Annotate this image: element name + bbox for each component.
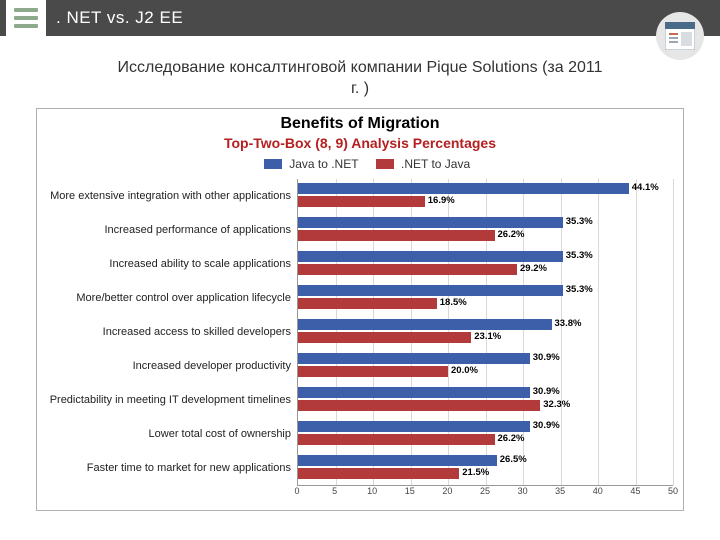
category-label: More extensive integration with other ap… bbox=[47, 179, 297, 213]
bar-value: 20.0% bbox=[448, 365, 478, 376]
bar-net-to-java: 26.2% bbox=[298, 230, 495, 241]
bar-net-to-java: 32.3% bbox=[298, 400, 540, 411]
top-bar: . NET vs. J2 EE bbox=[0, 0, 720, 36]
bar-net-to-java: 18.5% bbox=[298, 298, 437, 309]
bar-row: 30.9%26.2% bbox=[298, 417, 673, 451]
bar-net-to-java: 26.2% bbox=[298, 434, 495, 445]
bar-java-to-net: 30.9% bbox=[298, 387, 530, 398]
legend-label-0: Java to .NET bbox=[289, 157, 358, 171]
bar-value: 35.3% bbox=[563, 216, 593, 227]
bar-net-to-java: 29.2% bbox=[298, 264, 517, 275]
x-tick: 35 bbox=[555, 486, 565, 496]
chart-area: More extensive integration with other ap… bbox=[47, 179, 673, 486]
bar-row: 44.1%16.9% bbox=[298, 179, 673, 213]
x-tick: 45 bbox=[630, 486, 640, 496]
y-axis-labels: More extensive integration with other ap… bbox=[47, 179, 297, 486]
bar-value: 35.3% bbox=[563, 284, 593, 295]
bar-value: 32.3% bbox=[540, 399, 570, 410]
bar-row: 30.9%20.0% bbox=[298, 349, 673, 383]
chart-title: Benefits of Migration bbox=[47, 115, 673, 133]
x-tick: 0 bbox=[294, 486, 299, 496]
bar-value: 30.9% bbox=[530, 386, 560, 397]
bar-net-to-java: 23.1% bbox=[298, 332, 471, 343]
legend-swatch-1 bbox=[376, 159, 394, 169]
page-title: . NET vs. J2 EE bbox=[56, 8, 183, 28]
bar-java-to-net: 35.3% bbox=[298, 217, 563, 228]
bar-row: 33.8%23.1% bbox=[298, 315, 673, 349]
legend-label-1: .NET to Java bbox=[401, 157, 470, 171]
bar-value: 26.2% bbox=[495, 433, 525, 444]
bar-value: 16.9% bbox=[425, 195, 455, 206]
plot-area: 44.1%16.9%35.3%26.2%35.3%29.2%35.3%18.5%… bbox=[297, 179, 673, 486]
bar-java-to-net: 33.8% bbox=[298, 319, 552, 330]
chart-subtitle: Top-Two-Box (8, 9) Analysis Percentages bbox=[47, 135, 673, 151]
bar-row: 26.5%21.5% bbox=[298, 451, 673, 485]
x-tick: 20 bbox=[442, 486, 452, 496]
bar-java-to-net: 30.9% bbox=[298, 421, 530, 432]
x-tick: 10 bbox=[367, 486, 377, 496]
bar-java-to-net: 44.1% bbox=[298, 183, 629, 194]
bar-row: 35.3%29.2% bbox=[298, 247, 673, 281]
category-label: Increased ability to scale applications bbox=[47, 247, 297, 281]
bar-java-to-net: 35.3% bbox=[298, 251, 563, 262]
category-label: Predictability in meeting IT development… bbox=[47, 383, 297, 417]
category-label: Lower total cost of ownership bbox=[47, 417, 297, 451]
bar-value: 23.1% bbox=[471, 331, 501, 342]
subtitle: Исследование консалтинговой компании Piq… bbox=[30, 58, 690, 100]
category-label: Increased access to skilled developers bbox=[47, 315, 297, 349]
category-label: Faster time to market for new applicatio… bbox=[47, 451, 297, 485]
bar-row: 35.3%18.5% bbox=[298, 281, 673, 315]
bar-java-to-net: 30.9% bbox=[298, 353, 530, 364]
bar-value: 26.5% bbox=[497, 454, 527, 465]
chart-container: Benefits of Migration Top-Two-Box (8, 9)… bbox=[36, 108, 684, 511]
bar-value: 44.1% bbox=[629, 182, 659, 193]
category-label: More/better control over application lif… bbox=[47, 281, 297, 315]
legend-swatch-0 bbox=[264, 159, 282, 169]
bar-net-to-java: 16.9% bbox=[298, 196, 425, 207]
x-tick: 40 bbox=[593, 486, 603, 496]
bar-value: 35.3% bbox=[563, 250, 593, 261]
category-label: Increased performance of applications bbox=[47, 213, 297, 247]
bar-row: 30.9% 32.3% bbox=[298, 383, 673, 417]
category-label: Increased developer productivity bbox=[47, 349, 297, 383]
chart-legend: Java to .NET .NET to Java bbox=[47, 157, 673, 171]
hamburger-icon[interactable] bbox=[6, 0, 46, 36]
x-tick: 15 bbox=[405, 486, 415, 496]
bar-value: 18.5% bbox=[437, 297, 467, 308]
bar-value: 26.2% bbox=[495, 229, 525, 240]
bar-value: 21.5% bbox=[459, 467, 489, 478]
x-tick: 5 bbox=[332, 486, 337, 496]
bar-row: 35.3%26.2% bbox=[298, 213, 673, 247]
bar-net-to-java: 20.0% bbox=[298, 366, 448, 377]
bar-value: 30.9% bbox=[530, 420, 560, 431]
bar-java-to-net: 35.3% bbox=[298, 285, 563, 296]
x-tick: 30 bbox=[518, 486, 528, 496]
bar-value: 33.8% bbox=[552, 318, 582, 329]
bar-net-to-java: 21.5% bbox=[298, 468, 459, 479]
x-tick: 50 bbox=[668, 486, 678, 496]
x-tick: 25 bbox=[480, 486, 490, 496]
x-axis-ticks: 05101520253035404550 bbox=[297, 486, 673, 500]
page-icon bbox=[656, 12, 704, 60]
bar-java-to-net: 26.5% bbox=[298, 455, 497, 466]
bar-value: 30.9% bbox=[530, 352, 560, 363]
bar-value: 29.2% bbox=[517, 263, 547, 274]
